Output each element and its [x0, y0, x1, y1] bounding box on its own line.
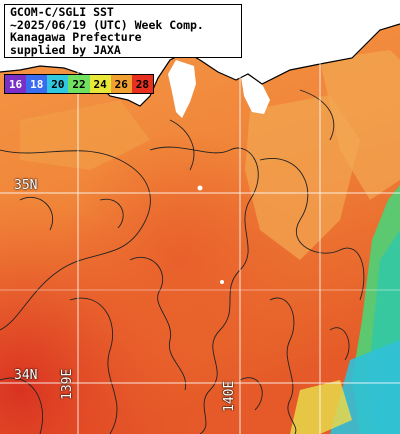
info-credit: supplied by JAXA — [10, 42, 121, 57]
legend-18: 18 — [26, 75, 48, 93]
info-region: Kanagawa Prefecture — [10, 30, 142, 44]
warm-patch-southeast — [290, 380, 352, 434]
land-boso-peninsula — [240, 70, 270, 114]
color-legend: 16 18 20 22 24 26 28 — [4, 74, 154, 94]
legend-16: 16 — [5, 75, 27, 93]
legend-24: 24 — [89, 75, 111, 93]
lat-label-34n: 34N — [14, 368, 38, 383]
island — [220, 280, 224, 284]
info-box: GCOM-C/SGLI SST ~2025/06/19 (UTC) Week C… — [4, 4, 242, 58]
lat-label-35n: 35N — [14, 178, 38, 193]
sst-contours — [0, 89, 365, 434]
legend-22: 22 — [68, 75, 90, 93]
legend-28: 28 — [131, 75, 153, 93]
cool-patch-north — [20, 100, 150, 170]
legend-20: 20 — [47, 75, 69, 93]
lon-label-139e: 139E — [60, 368, 75, 400]
coastline — [0, 23, 400, 107]
info-date: ~2025/06/19 (UTC) Week Comp. — [10, 17, 204, 32]
island — [197, 185, 203, 191]
land-miura-peninsula — [168, 60, 196, 118]
cool-patch-northeast — [320, 50, 400, 200]
lon-label-140e: 140E — [222, 380, 237, 412]
info-title: GCOM-C/SGLI SST — [10, 5, 114, 19]
legend-26: 26 — [110, 75, 132, 93]
